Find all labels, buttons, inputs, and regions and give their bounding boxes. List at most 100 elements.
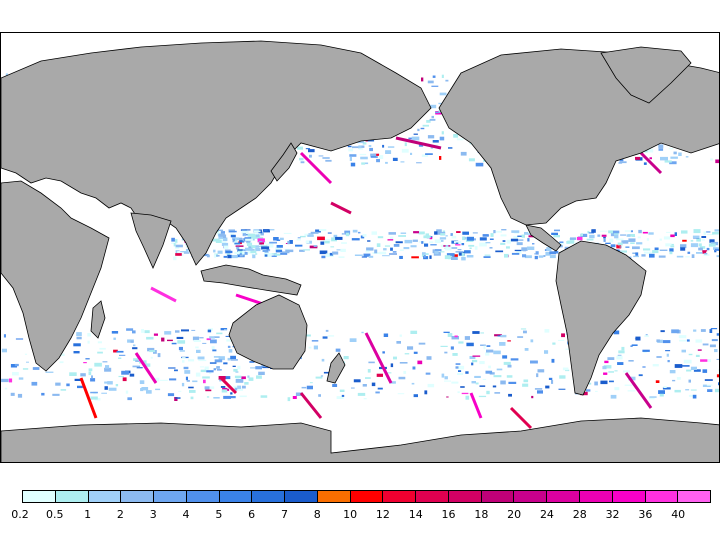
precip-cell <box>630 230 633 233</box>
precip-cell <box>440 233 445 236</box>
precip-cell <box>432 140 439 143</box>
precip-cell <box>704 252 708 255</box>
precip-cell <box>420 127 425 130</box>
precip-cell <box>255 253 258 255</box>
precip-cell <box>686 369 692 372</box>
precip-cell <box>643 162 647 165</box>
precip-cell <box>276 245 283 248</box>
precip-cell <box>396 341 401 344</box>
precip-cell <box>635 252 639 256</box>
precip-cell <box>665 350 671 352</box>
precip-cell <box>608 371 614 373</box>
precip-cell <box>685 156 689 158</box>
precip-cell <box>545 251 551 256</box>
colorbar-tick-label: 14 <box>408 508 423 521</box>
precip-cell <box>711 339 718 342</box>
precip-cell <box>638 229 642 234</box>
precip-cell <box>609 238 614 243</box>
precip-cell <box>474 375 481 378</box>
precip-cell <box>610 394 617 399</box>
precip-cell <box>441 239 444 242</box>
precip-cell <box>250 250 257 254</box>
precip-cell <box>358 231 361 234</box>
precip-cell <box>299 249 305 252</box>
precip-cell <box>244 229 251 231</box>
precip-cell <box>77 385 83 389</box>
precip-cell <box>178 346 183 351</box>
precip-cell <box>616 244 622 249</box>
precip-cell <box>697 349 702 351</box>
precip-cell <box>252 254 256 259</box>
precip-cell <box>425 233 429 236</box>
precip-cell <box>281 251 290 254</box>
colorbar-swatch <box>481 491 515 502</box>
precip-cell <box>255 366 262 370</box>
precip-cell <box>258 371 265 375</box>
precip-cell <box>510 238 519 242</box>
precip-cell <box>245 247 253 251</box>
colorbar-tick-label: 10 <box>343 508 358 521</box>
precip-cell <box>672 379 676 382</box>
precip-cell <box>141 329 144 333</box>
precip-front-streak <box>134 352 158 384</box>
precip-cell <box>287 397 291 402</box>
precip-cell <box>367 369 371 373</box>
precip-cell <box>203 379 206 384</box>
precip-cell <box>687 251 691 254</box>
precip-cell <box>322 157 330 159</box>
precip-cell <box>517 336 524 338</box>
precip-cell <box>635 156 640 160</box>
precip-cell <box>240 229 247 231</box>
precip-cell <box>466 255 474 258</box>
precip-cell <box>287 240 290 245</box>
precip-cell <box>236 237 243 241</box>
precip-cell <box>238 250 245 255</box>
precip-cell <box>643 251 652 254</box>
precip-front-streak <box>219 376 238 395</box>
precip-cell <box>206 396 210 398</box>
precip-cell <box>426 356 432 360</box>
precip-cell <box>549 251 557 255</box>
precip-cell <box>183 366 189 370</box>
precip-front-streak <box>624 372 653 409</box>
precip-cell <box>479 385 486 387</box>
precip-cell <box>227 357 233 361</box>
precip-cell <box>649 396 657 398</box>
precip-cell <box>175 253 182 256</box>
precip-cell <box>708 243 716 247</box>
precip-cell <box>710 158 713 161</box>
precip-cell <box>226 253 230 256</box>
precip-cell <box>508 381 517 384</box>
precip-cell <box>413 231 419 234</box>
precip-front-streak <box>330 201 352 215</box>
precip-cell <box>580 233 583 237</box>
precip-cell <box>104 367 112 372</box>
precip-cell <box>202 376 210 379</box>
precip-cell <box>257 238 265 243</box>
precip-cell <box>209 386 215 389</box>
precip-cell <box>535 251 539 255</box>
precip-cell <box>90 396 98 400</box>
precip-cell <box>462 231 469 235</box>
precip-cell <box>392 157 398 161</box>
precip-cell <box>666 353 669 357</box>
landmass-south-america <box>555 240 647 396</box>
precip-cell <box>223 234 227 238</box>
precip-cell <box>619 161 627 164</box>
precip-cell <box>296 238 301 241</box>
precip-cell <box>664 160 672 163</box>
colorbar-tick-label: 8 <box>313 508 321 521</box>
precip-cell <box>347 145 352 148</box>
precip-cell <box>213 397 220 399</box>
precip-cell <box>400 232 407 234</box>
precip-cell <box>217 369 222 371</box>
precip-cell <box>501 229 507 231</box>
precip-cell <box>500 334 507 338</box>
precip-cell <box>160 379 168 381</box>
precip-cell <box>217 250 223 254</box>
precip-cell <box>423 255 426 258</box>
precip-cell <box>200 369 206 373</box>
precip-cell <box>212 238 220 242</box>
precip-cell <box>264 253 272 257</box>
landmass-antarctica <box>1 417 719 462</box>
